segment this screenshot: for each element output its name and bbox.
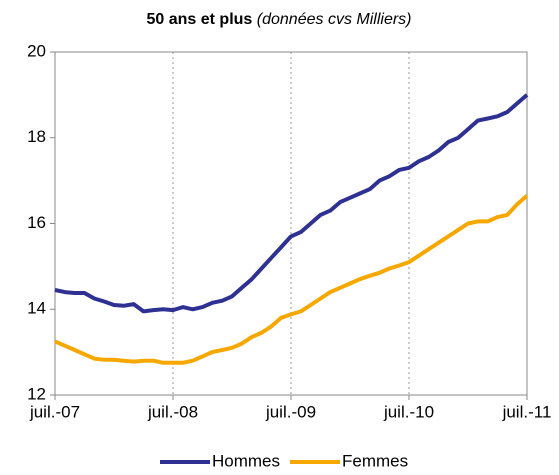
x-tick-label: juil.-09 (265, 402, 316, 421)
y-tick-label: 20 (27, 41, 46, 60)
title-sub: (données cvs Milliers) (257, 11, 412, 28)
chart-title: 50 ans et plus (données cvs Milliers) (147, 11, 412, 28)
x-tick-label: juil.-10 (383, 402, 434, 421)
title-main: 50 ans et plus (147, 11, 253, 28)
x-tick-label: juil.-08 (147, 402, 198, 421)
y-tick-label: 12 (27, 384, 46, 403)
y-tick-label: 18 (27, 127, 46, 146)
line-series (54, 93, 529, 314)
plot-frame (54, 51, 528, 396)
x-tick-label: juil.-11 (502, 402, 552, 421)
line-series (54, 194, 529, 365)
y-tick-label: 14 (27, 299, 46, 318)
x-tick-label: juil.-07 (29, 402, 80, 421)
legend-label: Femmes (342, 451, 408, 470)
legend-label: Hommes (212, 451, 280, 470)
y-tick-label: 16 (27, 213, 46, 232)
